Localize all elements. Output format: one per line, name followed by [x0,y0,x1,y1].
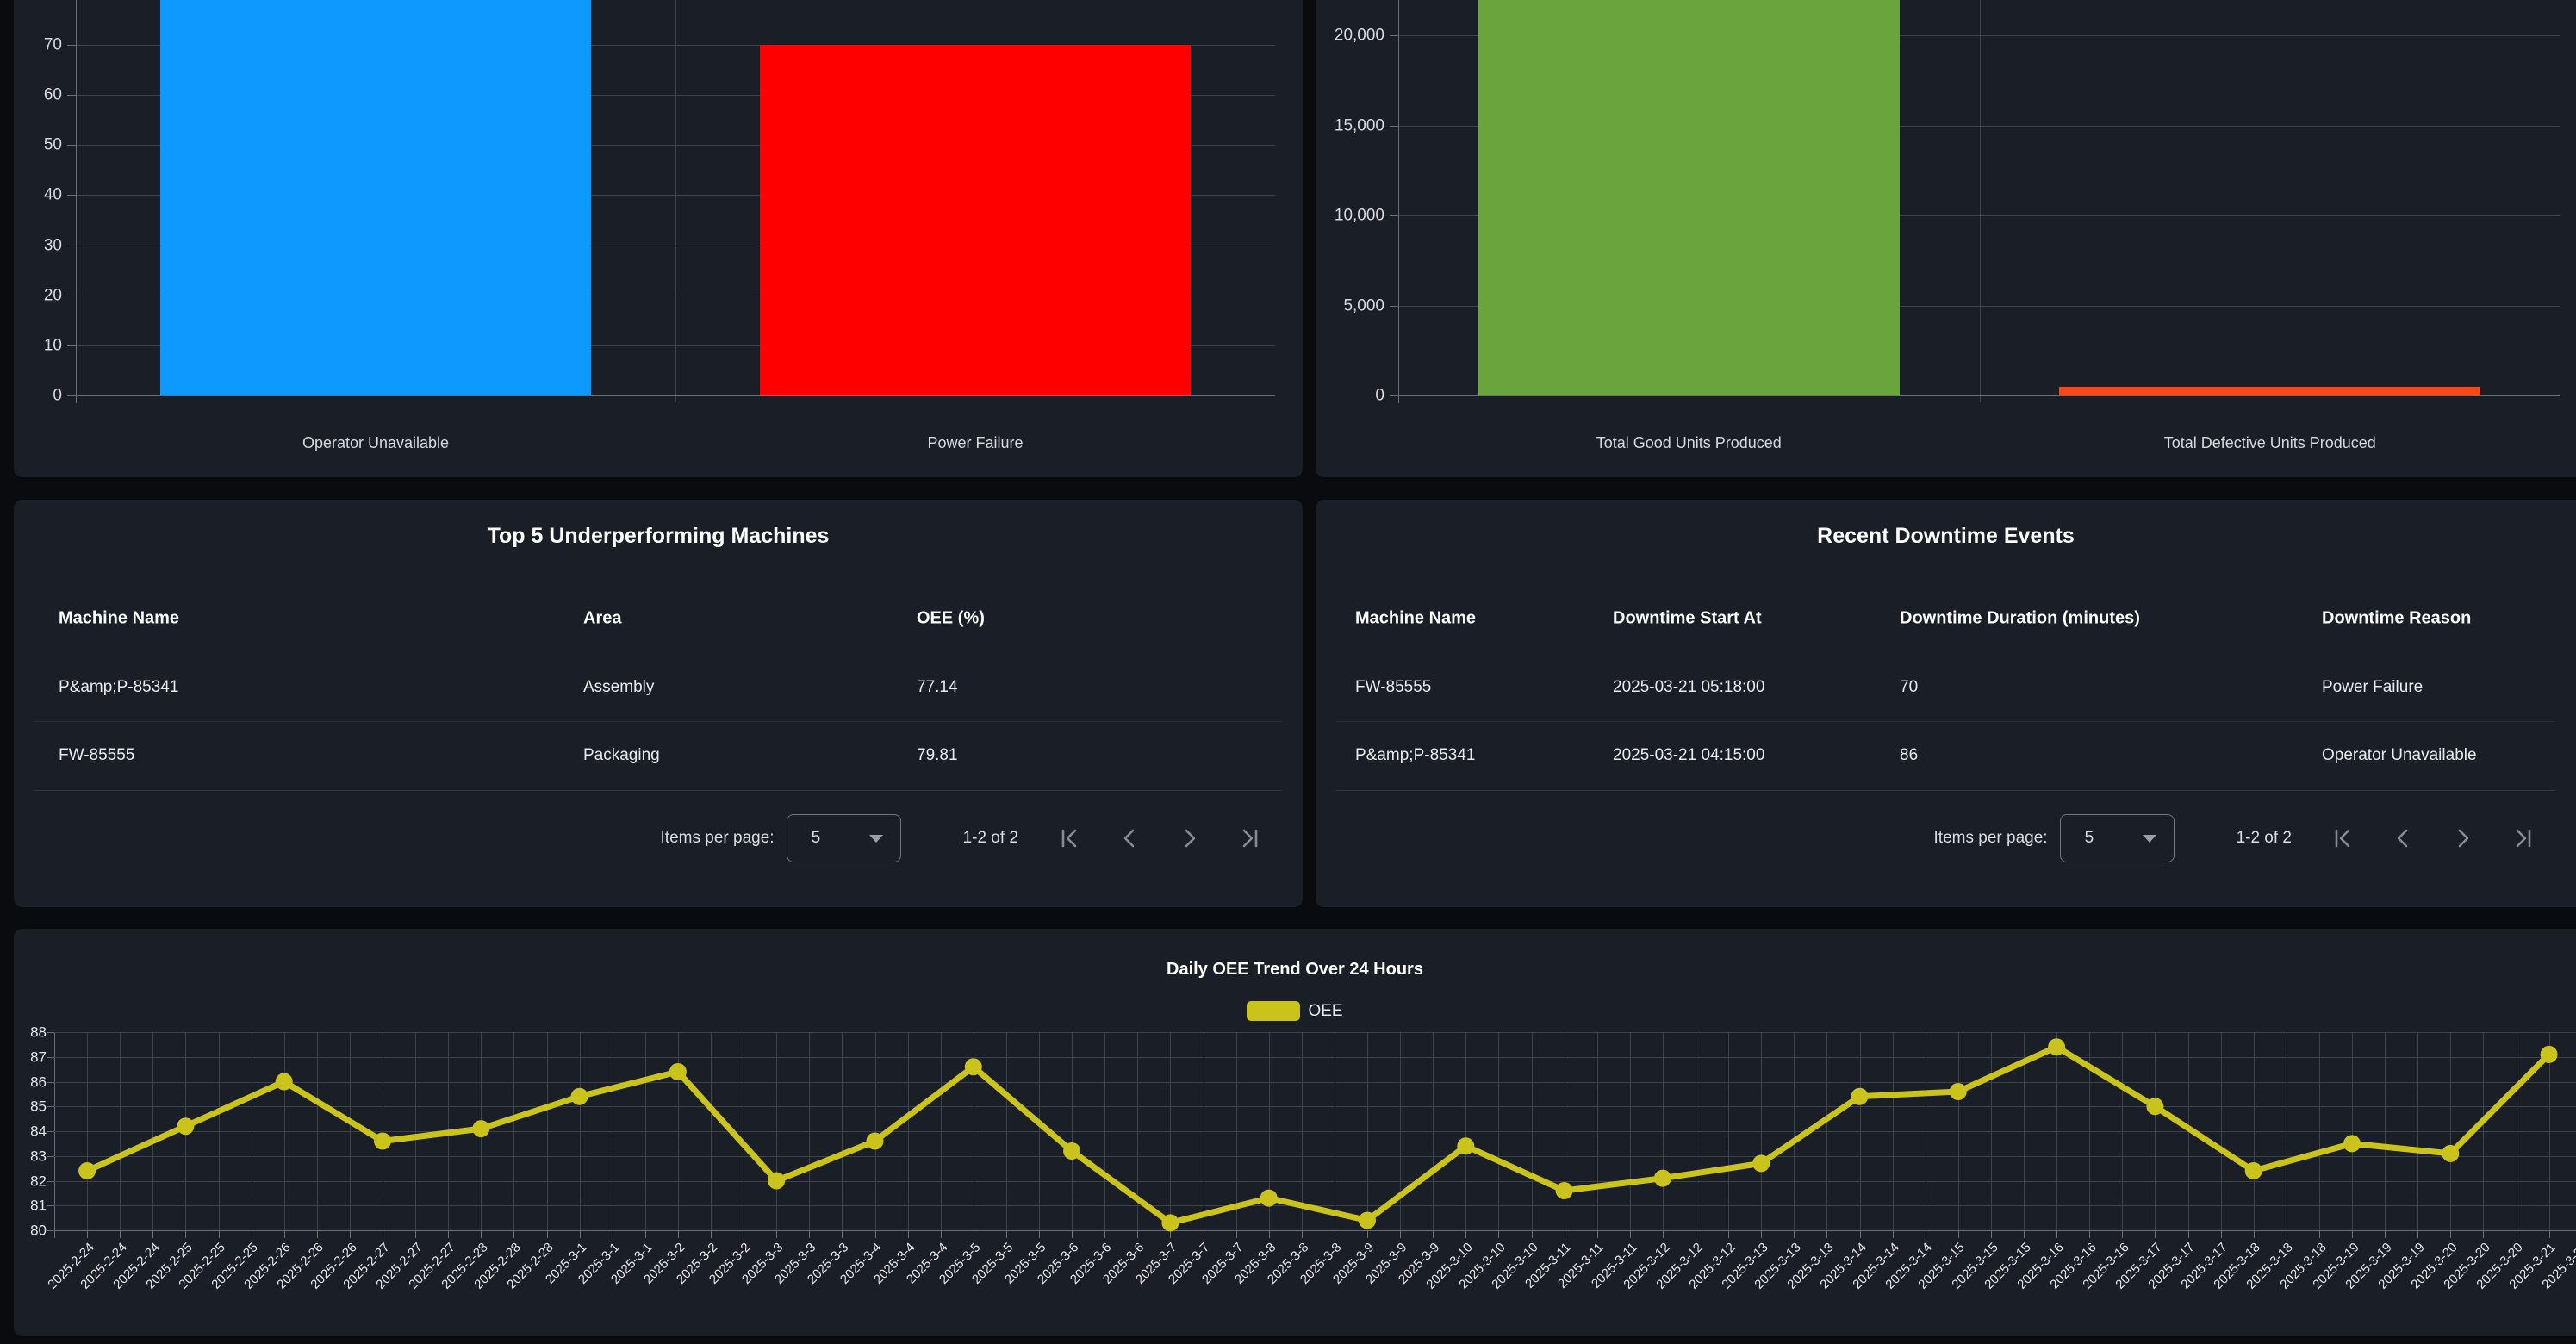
cell-oee: 79.81 [917,746,958,764]
cell-downtime-duration: 70 [1900,678,1919,696]
chart-legend[interactable]: OEE [14,1001,2576,1021]
page-size-select[interactable]: 5 [786,814,901,862]
category-label: Total Defective Units Produced [2163,434,2376,451]
category-label: Total Good Units Produced [1596,434,1782,451]
oee-trend-chart-card: Daily OEE Trend Over 24 Hours OEE 80 81 82… [14,929,2576,1336]
page-size-select[interactable]: 5 [2059,814,2175,862]
chevron-down-icon [868,834,883,843]
legend-label: OEE [1308,1001,1343,1020]
downtime-events-card: Recent Downtime Events Machine Name Down… [1316,500,2576,907]
bar-power-failure [760,45,1191,395]
page-range-label: 1-2 of 2 [962,829,1018,847]
cell-downtime-duration: 86 [1900,746,1919,764]
page-range-label: 1-2 of 2 [2236,829,2292,847]
column-header-machine-name: Machine Name [59,608,180,628]
first-page-button[interactable] [2312,819,2373,857]
row-divider [1336,790,2555,791]
row-divider [34,721,1282,722]
paginator: Items per page: 5 1-2 of 2 [1934,812,2554,864]
category-label: Operator Unavailable [302,434,450,451]
row-divider [34,790,1282,791]
downtime-by-reason-chart-card: 0 10 20 30 40 50 60 70 Operator Unavailable Power… [14,0,1303,477]
column-header-machine-name: Machine Name [1355,608,1477,628]
units-produced-chart: 0 5,000 10,000 15,000 20,000 Total Good Units… [1316,0,2576,477]
column-header-downtime-start: Downtime Start At [1613,608,1762,628]
items-per-page-label: Items per page: [660,829,775,847]
page-size-value: 5 [2084,829,2094,847]
bar-total-good-units-produced [1478,0,1900,395]
previous-page-button[interactable] [2373,819,2433,857]
cell-area: Assembly [583,678,655,696]
row-divider [1336,721,2555,722]
column-header-area: Area [583,608,622,628]
cell-downtime-reason: Power Failure [2322,678,2424,696]
column-header-downtime-reason: Downtime Reason [2322,608,2472,628]
units-produced-chart-card: 0 5,000 10,000 15,000 20,000 Total Good Units… [1316,0,2576,477]
downtime-by-reason-chart: 0 10 20 30 40 50 60 70 Operator Unavailable Power… [14,0,1303,477]
bar-total-defective-units-produced [2059,386,2481,395]
paginator: Items per page: 5 1-2 of 2 [661,812,1280,864]
last-page-button[interactable] [2493,819,2554,857]
page-size-value: 5 [811,829,821,847]
items-per-page-label: Items per page: [1933,829,2048,847]
cell-downtime-start: 2025-03-21 04:15:00 [1613,746,1765,764]
cell-machine-name: FW-85555 [1355,678,1432,696]
paginator-buttons [2312,819,2554,857]
cell-machine-name: FW-85555 [59,746,135,764]
last-page-button[interactable] [1220,819,1280,857]
table-title: Top 5 Underperforming Machines [487,524,830,548]
category-label: Power Failure [927,434,1024,451]
cell-oee: 77.14 [917,678,958,696]
paginator-buttons [1039,819,1280,857]
chevron-down-icon [2142,834,2156,843]
chart-title: Daily OEE Trend Over 24 Hours [1167,960,1423,979]
cell-machine-name: P&amp;P-85341 [59,678,179,696]
oee-trend-line [78,1038,2558,1232]
first-page-button[interactable] [1039,819,1099,857]
next-page-button[interactable] [1160,819,1220,857]
column-header-oee: OEE (%) [917,608,985,628]
underperforming-machines-card: Top 5 Underperforming Machines Machine N… [14,500,1303,907]
cell-area: Packaging [583,746,660,764]
cell-downtime-start: 2025-03-21 05:18:00 [1613,678,1765,696]
legend-swatch [1247,1001,1301,1021]
cell-machine-name: P&amp;P-85341 [1355,746,1476,764]
previous-page-button[interactable] [1099,819,1160,857]
oee-trend-chart: 80 81 82 83 84 85 86 87 88 2025-2-24 2025-2-24 2025… [14,929,2576,1336]
table-title: Recent Downtime Events [1817,524,2075,548]
column-header-downtime-duration: Downtime Duration (minutes) [1900,608,2140,628]
next-page-button[interactable] [2433,819,2493,857]
cell-downtime-reason: Operator Unavailable [2322,746,2477,764]
bar-operator-unavailable [160,0,591,395]
